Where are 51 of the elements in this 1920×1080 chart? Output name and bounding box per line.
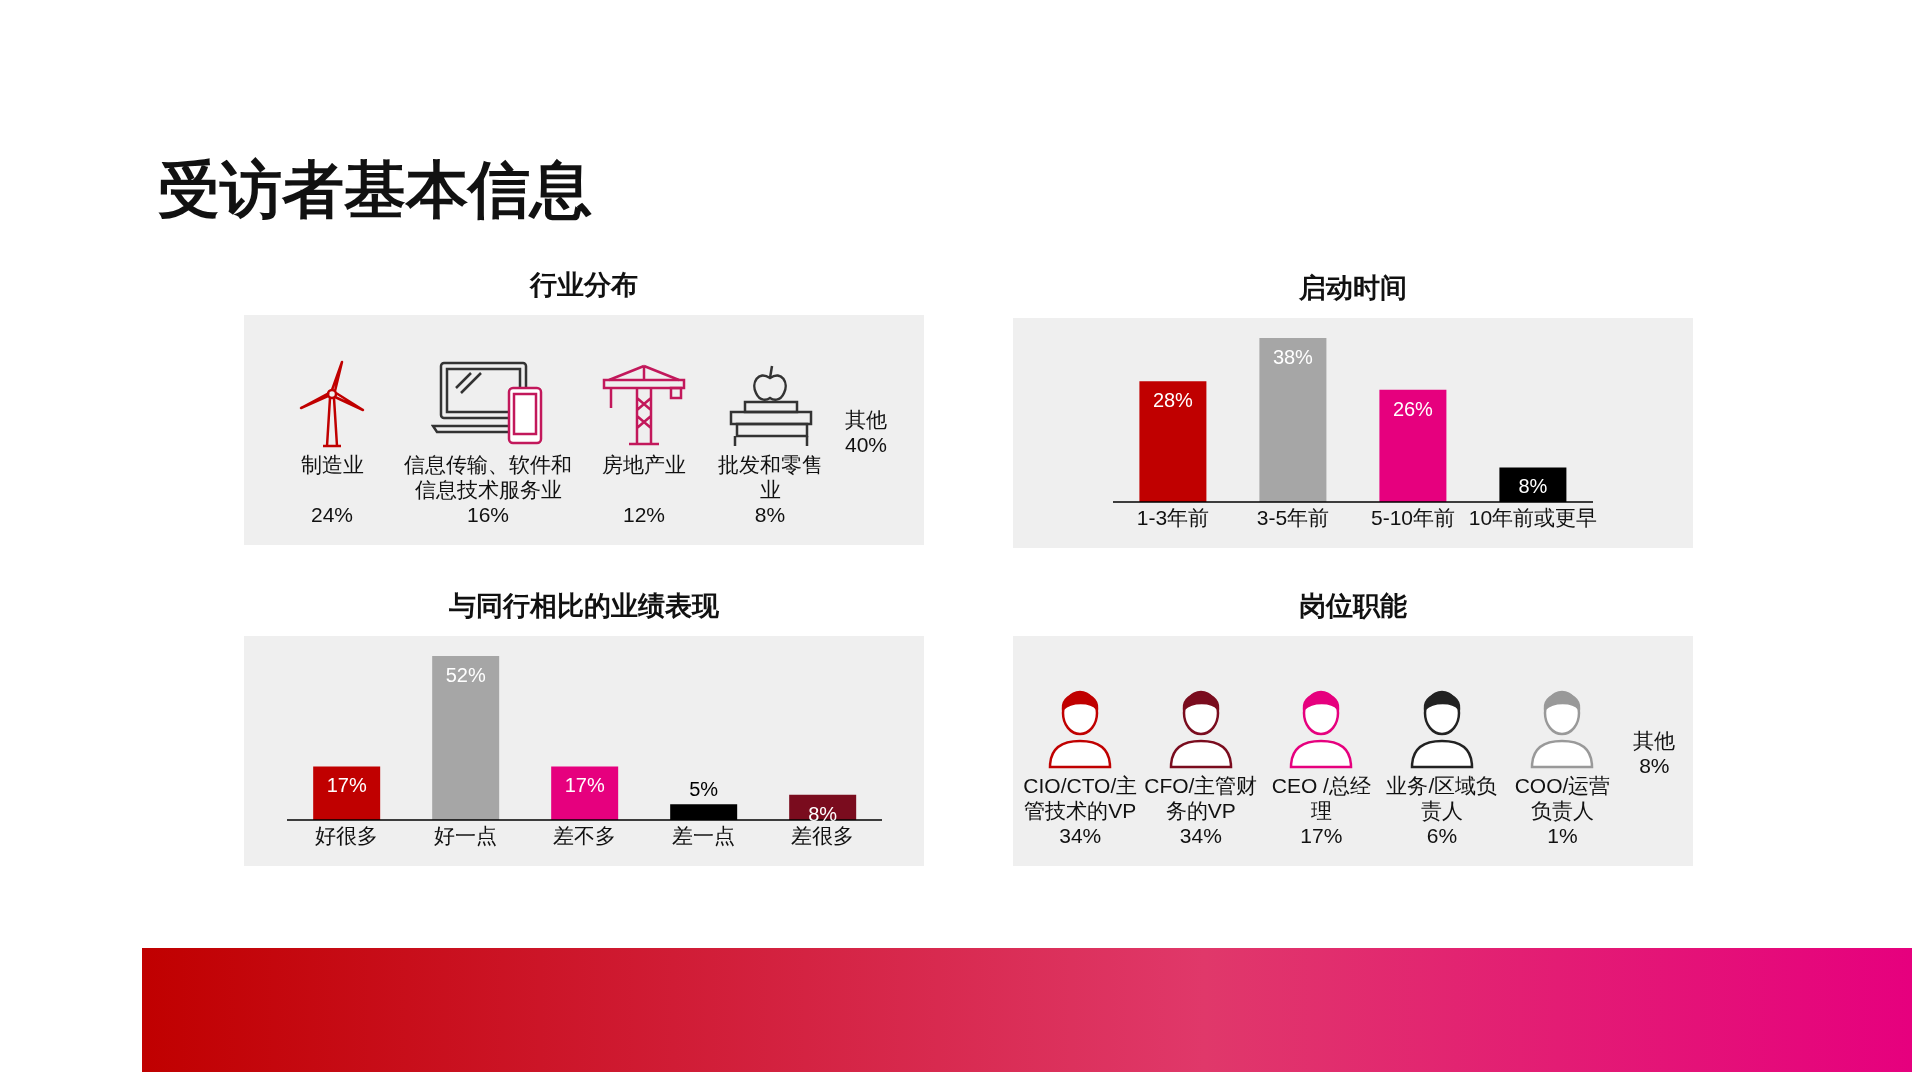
bar	[550, 766, 618, 820]
category-label: CFO/主管财务的VP	[1143, 773, 1259, 823]
data-label: 17%	[326, 774, 367, 797]
text: 行业分布	[528, 269, 639, 302]
x-tick-label: 10年前或更早	[1468, 505, 1598, 529]
data-label: 17%	[564, 774, 605, 797]
data-label: 8%	[754, 502, 786, 527]
data-label: 6%	[1426, 823, 1458, 848]
data-label: 34%	[1179, 823, 1222, 848]
bar	[1379, 389, 1447, 502]
x-tick-label: 差不多	[552, 823, 616, 847]
data-label: 26%	[1392, 397, 1434, 420]
category-label: 业务/区域负责人	[1385, 773, 1499, 823]
x-tick-label: 差一点	[671, 823, 735, 847]
data-label: 28%	[1152, 389, 1194, 412]
data-label: 12%	[622, 502, 666, 527]
chart-title: 启动时间	[1298, 272, 1408, 305]
bar	[431, 656, 499, 820]
x-tick-label: 差很多	[790, 823, 854, 847]
data-label: 8%	[1639, 753, 1670, 778]
data-label: 8%	[807, 802, 837, 825]
category-label: 房地产业	[602, 452, 686, 478]
data-label: 52%	[445, 664, 486, 686]
x-tick-label: 3-5年前	[1256, 505, 1330, 529]
data-label: 8%	[1518, 475, 1548, 498]
x-tick-label: 1-3年前	[1136, 505, 1210, 529]
category-label: CIO/CTO/主管技术的VP	[1023, 773, 1138, 823]
category-label: 制造业	[300, 452, 364, 478]
category-label: 其他	[845, 407, 887, 432]
text: 岗位职能	[1298, 590, 1408, 623]
data-label: 40%	[844, 432, 888, 457]
data-label: 1%	[1547, 823, 1578, 848]
category-label: 信息传输、软件和信息技术服务业	[403, 452, 573, 502]
x-tick-label: 5-10年前	[1370, 505, 1456, 529]
category-label: 批发和零售业	[716, 452, 824, 502]
data-label: 34%	[1059, 823, 1102, 848]
data-label: 38%	[1272, 346, 1314, 368]
bar	[312, 766, 380, 820]
text: 受访者基本信息	[158, 154, 592, 226]
data-label: 24%	[310, 502, 354, 527]
category-label: COO/运营负责人	[1513, 773, 1612, 823]
category-label: CEO /总经理	[1270, 773, 1372, 823]
data-label: 16%	[466, 502, 510, 527]
chart-title: 与同行相比的业绩表现	[448, 590, 720, 623]
data-label: 17%	[1300, 823, 1343, 848]
data-label: 5%	[688, 778, 718, 801]
x-tick-label: 好很多	[314, 823, 378, 847]
category-label: 其他	[1633, 728, 1676, 753]
bar	[1139, 381, 1207, 502]
x-tick-label: 好一点	[433, 823, 497, 847]
bar	[1259, 338, 1327, 502]
